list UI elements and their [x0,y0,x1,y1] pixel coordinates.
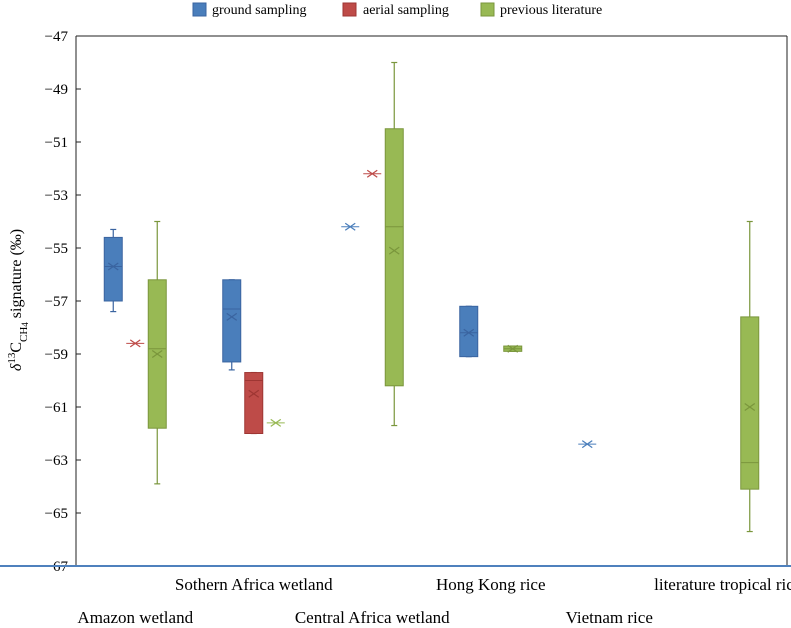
legend-item-aerial: aerial sampling [342,2,449,18]
box-ground-1 [222,279,242,371]
y-tick-label: −63 [45,453,68,469]
y-tick-label: −55 [45,241,68,257]
y-label-delta: δ [8,363,25,371]
box-body [459,305,479,358]
legend-swatch-aerial [342,2,357,17]
box-literature-1 [266,418,285,427]
y-tick-label: −49 [45,82,68,98]
box-ground-2 [341,222,360,231]
legend-swatch-ground [192,2,207,17]
legend: ground sampling aerial sampling previous… [192,2,602,18]
box-aerial-2 [363,169,382,178]
legend-label-literature: previous literature [500,3,602,18]
mean-marker [107,262,119,271]
y-tick-label: −47 [45,29,69,45]
y-tick-label: −53 [45,188,68,204]
x-category-label: literature tropical rice [654,575,791,594]
x-category-label: Vietnam rice [566,608,653,627]
y-axis: −47−49−51−53−55−57−59−61−63−65−67 [45,29,788,575]
mean-marker [248,389,260,398]
y-label-subscript-4: 4 [20,322,30,327]
box-body [244,372,264,434]
mean-marker [744,403,756,411]
y-label-superscript: 13 [6,352,18,364]
box-literature-0 [147,220,167,485]
legend-label-ground: ground sampling [212,3,307,18]
mean-marker [388,246,400,255]
box-body [740,316,760,490]
legend-item-ground: ground sampling [192,2,307,18]
y-axis-label: δ13CCH4 signature (‰) [6,229,30,371]
box-body [222,279,242,363]
y-tick-label: −61 [45,400,68,416]
y-tick-label: −51 [45,135,68,151]
mean-marker [463,328,475,337]
legend-swatch-literature [480,2,495,17]
x-category-label: Central Africa wetland [295,608,450,627]
y-tick-label: −59 [45,347,68,363]
mean-marker [151,350,163,358]
legend-label-aerial: aerial sampling [363,3,449,18]
box-literature-2 [384,61,404,427]
x-category-label: Amazon wetland [77,608,193,627]
box-literature-3 [503,344,523,353]
box-ground-3 [459,305,479,358]
mean-marker [507,344,519,353]
box-aerial-1 [244,371,264,435]
box-literature-5 [740,220,760,533]
box-body [384,128,404,387]
box-body [103,236,123,302]
box-aerial-0 [126,339,145,348]
y-label-carbon: C [8,342,25,353]
y-label-suffix: signature (‰) [8,229,25,322]
y-tick-label: −57 [45,294,69,310]
x-category-label: Sothern Africa wetland [175,575,333,594]
y-label-subscript-ch: CH [18,327,30,342]
y-tick-label: −65 [45,506,68,522]
box-ground-0 [103,228,123,313]
box-ground-4 [578,440,597,449]
x-axis: Amazon wetland Sothern Africa wetland Cent… [0,565,791,627]
x-category-label: Hong Kong rice [436,575,546,594]
plot-area [103,61,760,533]
legend-item-literature: previous literature [480,2,602,18]
mean-marker [226,312,238,321]
